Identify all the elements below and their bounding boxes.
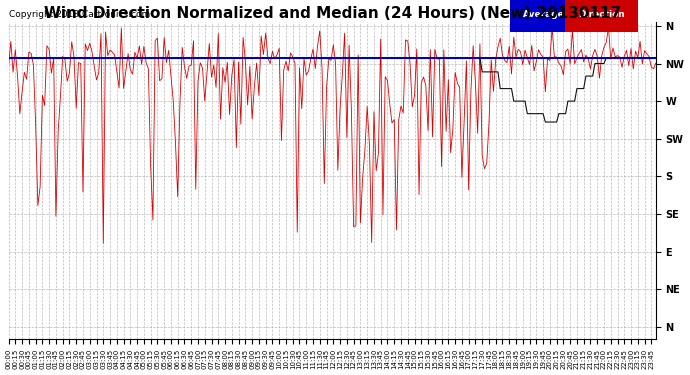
Title: Wind Direction Normalized and Median (24 Hours) (New) 20130117: Wind Direction Normalized and Median (24… <box>43 6 621 21</box>
Text: Average: Average <box>523 9 565 18</box>
Text: Direction: Direction <box>578 9 625 18</box>
Text: Copyright 2013 Cartronics.com: Copyright 2013 Cartronics.com <box>9 9 150 18</box>
